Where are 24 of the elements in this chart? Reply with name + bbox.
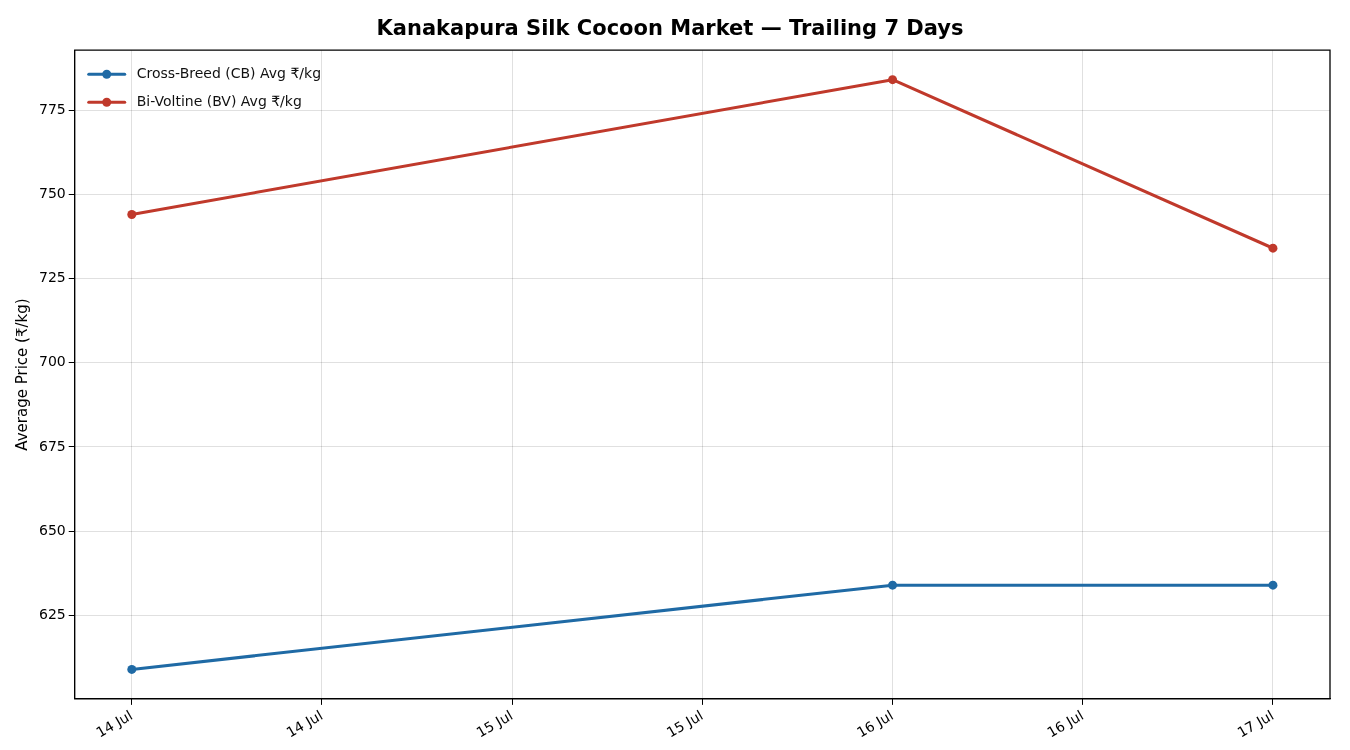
legend-label: Cross-Breed (CB) Avg ₹/kg bbox=[136, 64, 322, 81]
x-tick-label: 16 Jul bbox=[1044, 707, 1087, 741]
y-tick-label: 750 bbox=[38, 184, 66, 201]
y-tick-label: 725 bbox=[38, 269, 66, 286]
y-tick-label: 775 bbox=[38, 100, 66, 117]
chart-title: Kanakapura Silk Cocoon Market — Trailing 7 Days bbox=[376, 16, 964, 41]
point bbox=[1268, 580, 1278, 590]
legend-label: Bi-Voltine (BV) Avg ₹/kg bbox=[136, 92, 302, 109]
x-tick-label: 14 Jul bbox=[93, 707, 136, 741]
point bbox=[127, 664, 137, 674]
y-tick-label: 675 bbox=[38, 437, 66, 454]
x-tick-label: 15 Jul bbox=[663, 707, 706, 741]
y-tick-label: 625 bbox=[38, 606, 66, 623]
y-axis-title: Average Price (₹/kg) bbox=[12, 298, 31, 451]
x-tick-label: 14 Jul bbox=[283, 707, 326, 741]
x-tick-label: 17 Jul bbox=[1234, 707, 1277, 741]
x-tick-label: 15 Jul bbox=[473, 707, 516, 741]
y-tick-label: 700 bbox=[38, 353, 66, 370]
point bbox=[127, 209, 137, 219]
y-tick-label: 650 bbox=[38, 521, 66, 538]
point bbox=[888, 580, 898, 590]
point bbox=[888, 75, 898, 85]
x-tick-label: 16 Jul bbox=[853, 707, 896, 741]
point bbox=[1268, 243, 1278, 253]
